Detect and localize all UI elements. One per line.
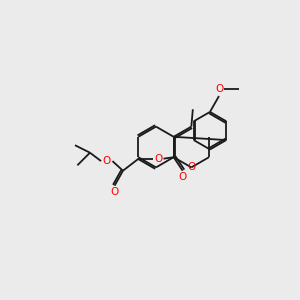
Text: O: O	[154, 154, 162, 164]
Text: O: O	[216, 85, 224, 94]
Text: O: O	[178, 172, 187, 182]
Text: O: O	[110, 187, 119, 197]
Text: O: O	[102, 156, 111, 166]
Text: O: O	[187, 162, 196, 172]
